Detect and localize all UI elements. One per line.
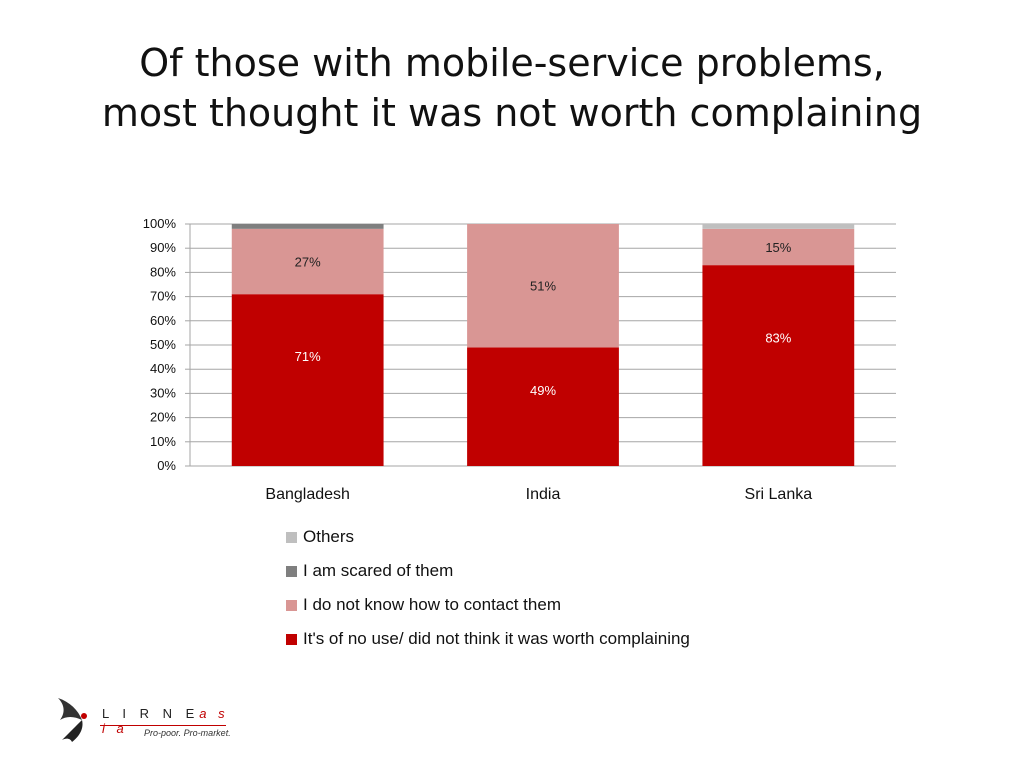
y-tick-label: 90% [150, 240, 176, 255]
legend-label: I am scared of them [303, 561, 454, 580]
logo-name: L I R N E [102, 706, 200, 721]
data-label: 51% [530, 279, 556, 294]
y-tick-label: 10% [150, 434, 176, 449]
title-line-2: most thought it was not worth complainin… [101, 91, 923, 135]
bar-segment [467, 224, 619, 348]
bar-segment [702, 224, 855, 229]
data-label: 71% [295, 349, 321, 364]
legend-swatch [286, 633, 297, 645]
x-category-label: Sri Lanka [745, 486, 813, 503]
logo-divider [100, 725, 226, 726]
y-tick-label: 20% [150, 410, 176, 425]
bar-segment [467, 347, 619, 466]
title-line-1: Of those with mobile-service problems, [139, 41, 885, 85]
y-tick-label: 30% [150, 385, 176, 400]
logo-wordmark: L I R N Ea s i a [102, 706, 242, 736]
bar-segment [231, 224, 384, 229]
y-tick-label: 50% [150, 337, 176, 352]
legend-swatch [286, 531, 297, 543]
logo-tagline: Pro-poor. Pro-market. [144, 728, 231, 738]
data-label: 27% [295, 255, 321, 270]
legend-swatch [286, 565, 297, 577]
legend-item: It's of no use/ did not think it was wor… [286, 622, 690, 656]
x-category-label: India [526, 486, 561, 503]
legend-label: It's of no use/ did not think it was wor… [303, 629, 690, 648]
y-tick-label: 70% [150, 289, 176, 304]
lirneasia-logo: L I R N Ea s i a Pro-poor. Pro-market. [52, 690, 242, 746]
y-tick-label: 0% [157, 458, 176, 473]
y-tick-label: 80% [150, 264, 176, 279]
bar-segment [702, 265, 855, 466]
legend-item: I am scared of them [286, 554, 690, 588]
y-tick-label: 40% [150, 361, 176, 376]
y-tick-label: 100% [143, 216, 177, 231]
logo-suffix: a s i a [102, 706, 229, 736]
legend-item: I do not know how to contact them [286, 588, 690, 622]
page-title: Of those with mobile-service problems, m… [0, 38, 1024, 138]
y-tick-label: 60% [150, 313, 176, 328]
bar-segment [231, 228, 384, 295]
bar-segment [702, 228, 855, 266]
x-category-label: Bangladesh [265, 486, 350, 503]
bar-segment [231, 294, 384, 466]
legend-swatch [286, 599, 297, 611]
legend-label: I do not know how to contact them [303, 595, 561, 614]
legend-item: Others [286, 520, 690, 554]
data-label: 15% [765, 240, 791, 255]
data-label: 49% [530, 383, 556, 398]
data-label: 83% [765, 330, 791, 345]
stacked-bar-chart: 0% 10% 20% 30% 40% 50% 60% 70% 80% 90% 100% 71% 27% B… [143, 216, 896, 503]
chart-legend: Others I am scared of them I do not know h… [286, 520, 690, 656]
legend-label: Others [303, 527, 355, 546]
bird-logo-icon [58, 698, 87, 742]
